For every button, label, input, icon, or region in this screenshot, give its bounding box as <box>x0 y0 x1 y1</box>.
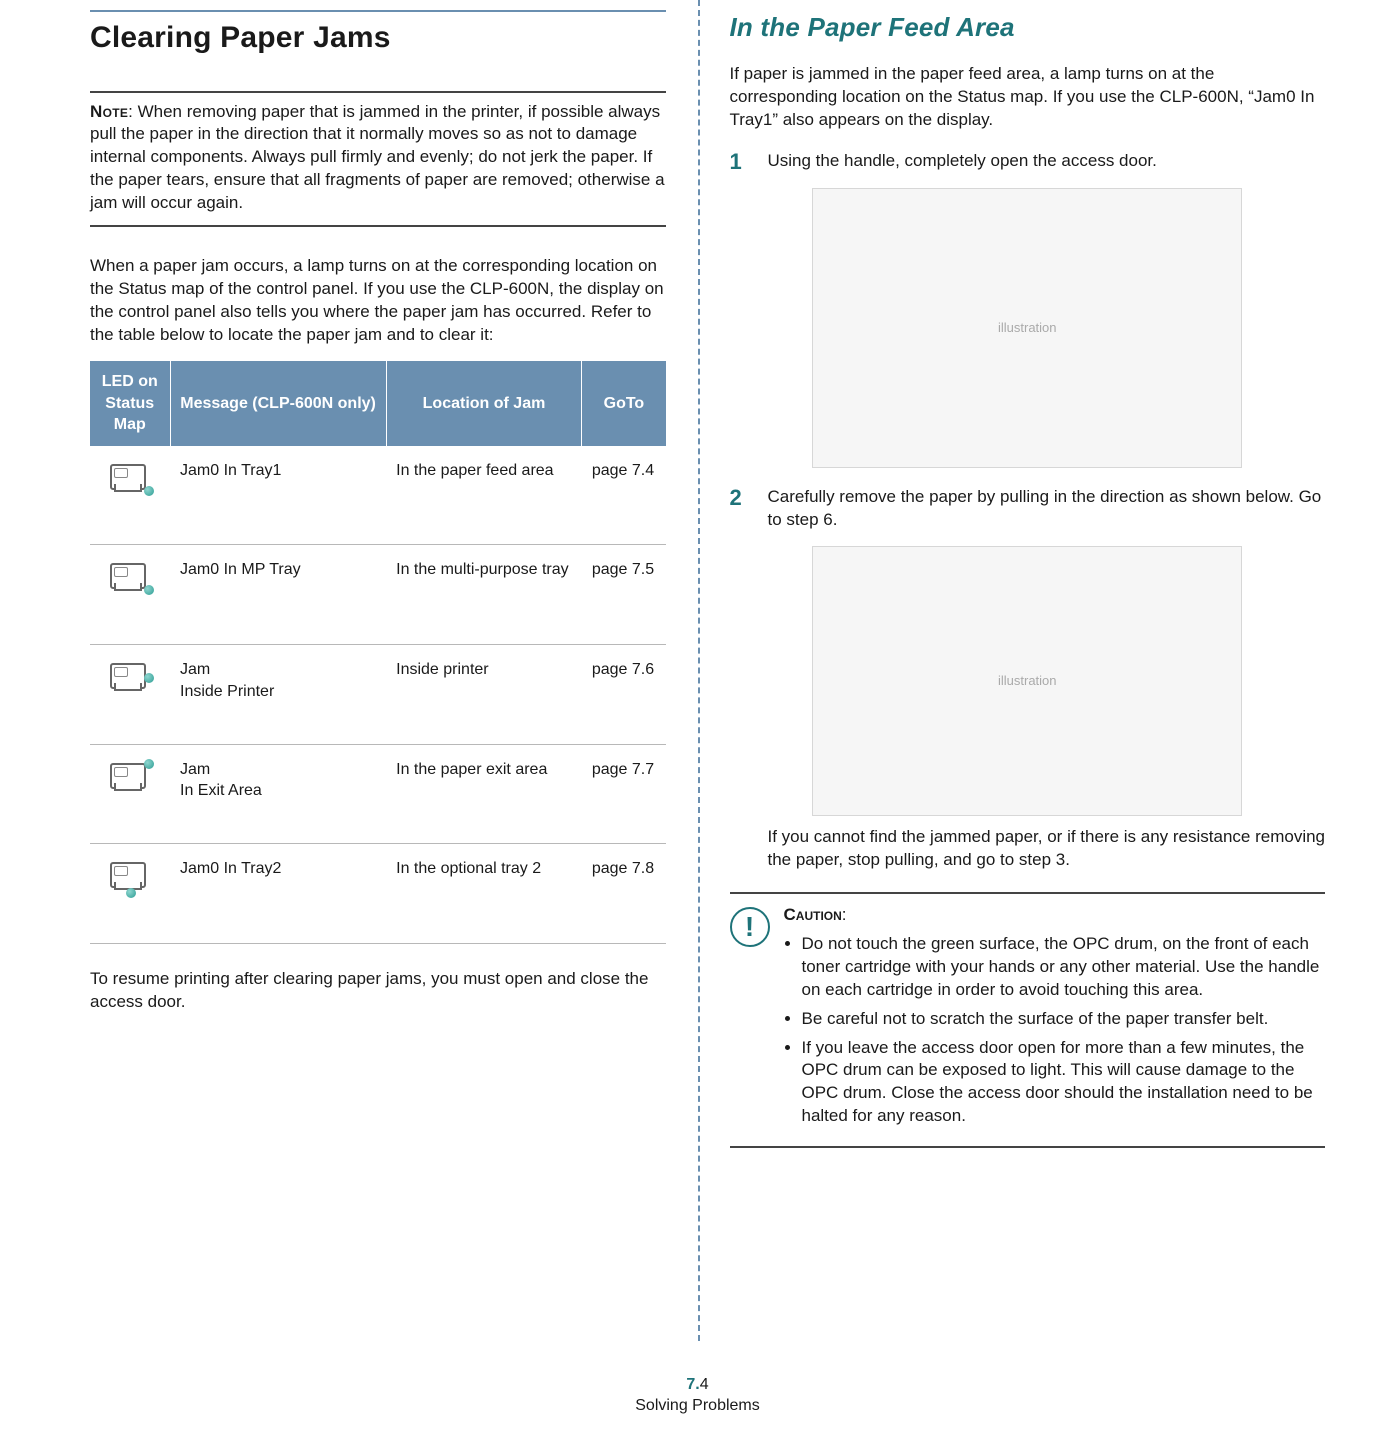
title-rule <box>90 10 666 12</box>
msg-cell: Jam0 In MP Tray <box>170 545 386 645</box>
step-1: 1 Using the handle, completely open the … <box>730 150 1326 174</box>
th-loc: Location of Jam <box>386 361 582 446</box>
goto-cell: page 7.7 <box>582 744 666 844</box>
caution-block: ! Caution: Do not touch the green surfac… <box>730 892 1326 1148</box>
table-row: Jam0 In Tray1In the paper feed areapage … <box>90 446 666 545</box>
right-column: In the Paper Feed Area If paper is jamme… <box>698 10 1356 1148</box>
page-footer: 7.4 Solving Problems <box>0 1374 1395 1417</box>
figure-2: illustration <box>730 546 1326 816</box>
note-body: : When removing paper that is jammed in … <box>90 102 665 213</box>
printer-illustration: illustration <box>812 546 1242 816</box>
caution-item: Be careful not to scratch the surface of… <box>802 1008 1326 1031</box>
step-number: 1 <box>730 150 752 174</box>
led-icon-cell <box>90 545 170 645</box>
th-goto: GoTo <box>582 361 666 446</box>
th-led: LED on Status Map <box>90 361 170 446</box>
caution-content: Caution: Do not touch the green surface,… <box>784 904 1326 1134</box>
section-title: Clearing Paper Jams <box>90 18 666 59</box>
table-row: Jam0 In MP TrayIn the multi-purpose tray… <box>90 545 666 645</box>
table-row: Jam Inside PrinterInside printerpage 7.6 <box>90 644 666 744</box>
table-row: Jam In Exit AreaIn the paper exit areapa… <box>90 744 666 844</box>
caution-list: Do not touch the green surface, the OPC … <box>784 933 1326 1129</box>
note-label: Note <box>90 102 128 121</box>
loc-cell: In the paper feed area <box>386 446 582 545</box>
step-2: 2 Carefully remove the paper by pulling … <box>730 486 1326 532</box>
step-text: Carefully remove the paper by pulling in… <box>768 486 1326 532</box>
goto-cell: page 7.4 <box>582 446 666 545</box>
printer-status-icon <box>106 655 154 697</box>
goto-cell: page 7.8 <box>582 844 666 944</box>
left-column: Clearing Paper Jams Note: When removing … <box>40 10 698 1148</box>
printer-status-icon <box>106 854 154 896</box>
msg-cell: Jam0 In Tray2 <box>170 844 386 944</box>
led-icon-cell <box>90 744 170 844</box>
intro-paragraph: When a paper jam occurs, a lamp turns on… <box>90 255 666 347</box>
printer-status-icon <box>106 555 154 597</box>
note-block: Note: When removing paper that is jammed… <box>90 91 666 228</box>
page: Clearing Paper Jams Note: When removing … <box>0 0 1395 1431</box>
column-divider <box>698 0 700 1341</box>
step2-followup: If you cannot find the jammed paper, or … <box>730 826 1326 872</box>
jam-table: LED on Status Map Message (CLP-600N only… <box>90 361 666 944</box>
led-icon-cell <box>90 644 170 744</box>
caution-item: Do not touch the green surface, the OPC … <box>802 933 1326 1002</box>
caution-item: If you leave the access door open for mo… <box>802 1037 1326 1129</box>
subsection-title: In the Paper Feed Area <box>730 10 1326 45</box>
after-table-paragraph: To resume printing after clearing paper … <box>90 968 666 1014</box>
lead-paragraph: If paper is jammed in the paper feed are… <box>730 63 1326 132</box>
printer-status-icon <box>106 755 154 797</box>
footer-section: Solving Problems <box>0 1395 1395 1417</box>
loc-cell: In the paper exit area <box>386 744 582 844</box>
step-text: Using the handle, completely open the ac… <box>768 150 1157 174</box>
goto-cell: page 7.5 <box>582 545 666 645</box>
led-icon-cell <box>90 446 170 545</box>
msg-cell: Jam In Exit Area <box>170 744 386 844</box>
step-number: 2 <box>730 486 752 532</box>
led-icon-cell <box>90 844 170 944</box>
loc-cell: Inside printer <box>386 644 582 744</box>
caution-label: Caution <box>784 905 842 924</box>
loc-cell: In the optional tray 2 <box>386 844 582 944</box>
figure-1: illustration <box>730 188 1326 468</box>
printer-status-icon <box>106 456 154 498</box>
table-row: Jam0 In Tray2In the optional tray 2page … <box>90 844 666 944</box>
page-number: 7.4 <box>0 1374 1395 1396</box>
th-msg: Message (CLP-600N only) <box>170 361 386 446</box>
msg-cell: Jam0 In Tray1 <box>170 446 386 545</box>
printer-illustration: illustration <box>812 188 1242 468</box>
caution-icon: ! <box>730 907 770 947</box>
goto-cell: page 7.6 <box>582 644 666 744</box>
loc-cell: In the multi-purpose tray <box>386 545 582 645</box>
msg-cell: Jam Inside Printer <box>170 644 386 744</box>
